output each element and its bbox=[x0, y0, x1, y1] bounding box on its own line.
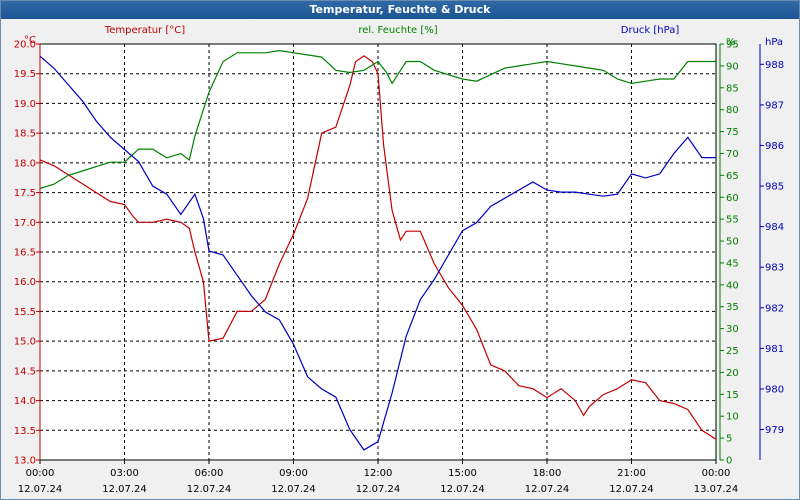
pressure-tick-label: 988 bbox=[765, 60, 784, 71]
temperature-tick-label: 15.5 bbox=[14, 307, 36, 318]
pressure-axis: 979 980 981 982 983 984 985 986 987 988 hPa bbox=[759, 37, 784, 460]
humidity-tick-label: 5 bbox=[726, 434, 732, 445]
time-tick-label: 21:00 bbox=[617, 468, 646, 479]
date-tick-label: 12.07.24 bbox=[609, 484, 654, 495]
series-label-hum: rel. Feuchte [%] bbox=[358, 25, 437, 36]
humidity-tick-label: 20 bbox=[726, 368, 739, 379]
series-line-temp bbox=[39, 55, 717, 440]
humidity-tick-label: 10 bbox=[726, 412, 739, 423]
temperature-tick-label: 17.0 bbox=[14, 218, 36, 229]
series-lines bbox=[39, 49, 717, 451]
temperature-tick-label: 19.0 bbox=[14, 99, 36, 110]
time-tick-label: 15:00 bbox=[448, 468, 477, 479]
humidity-tick-label: 60 bbox=[726, 193, 739, 204]
humidity-tick-label: 90 bbox=[726, 61, 739, 72]
temperature-axis: 13.0 13.5 14.0 14.5 15.0 15.5 16.0 16.5 17.0 17.5… bbox=[14, 35, 41, 467]
temperature-tick-label: 14.5 bbox=[14, 366, 36, 377]
humidity-tick-label: 85 bbox=[726, 83, 739, 94]
temperature-tick-label: 18.0 bbox=[14, 158, 36, 169]
humidity-tick-label: 80 bbox=[726, 105, 739, 116]
pressure-unit: hPa bbox=[765, 37, 783, 48]
humidity-tick-label: 75 bbox=[726, 127, 739, 138]
humidity-tick-label: 50 bbox=[726, 237, 739, 248]
pressure-tick-label: 987 bbox=[765, 100, 784, 111]
pressure-tick-label: 981 bbox=[765, 344, 784, 355]
temperature-unit: °C bbox=[24, 35, 36, 46]
time-tick-label: 09:00 bbox=[279, 468, 308, 479]
window-title: Temperatur, Feuchte & Druck bbox=[1, 1, 799, 19]
date-tick-label: 12.07.24 bbox=[271, 484, 316, 495]
pressure-tick-label: 979 bbox=[765, 425, 784, 436]
humidity-tick-label: 30 bbox=[726, 324, 739, 335]
humidity-axis: 0 5 10 15 20 25 30 35 40 45 50 55 60 65 70 75 80 85 90 95% bbox=[719, 37, 739, 467]
humidity-tick-label: 45 bbox=[726, 258, 739, 269]
pressure-tick-label: 983 bbox=[765, 263, 784, 274]
time-tick-label: 00:00 bbox=[702, 468, 731, 479]
humidity-tick-label: 95 bbox=[726, 40, 739, 51]
time-tick-label: 00:00 bbox=[26, 468, 55, 479]
humidity-tick-label: 55 bbox=[726, 215, 739, 226]
series-label-press: Druck [hPa] bbox=[621, 25, 680, 36]
humidity-tick-label: 15 bbox=[726, 390, 739, 401]
date-tick-label: 12.07.24 bbox=[18, 484, 63, 495]
temperature-tick-label: 16.0 bbox=[14, 277, 36, 288]
temperature-tick-label: 18.5 bbox=[14, 129, 36, 140]
temperature-tick-label: 13.0 bbox=[14, 456, 36, 467]
series-labels: Temperatur [°C] rel. Feuchte [%] Druck [hP… bbox=[104, 25, 680, 36]
temperature-tick-label: 17.5 bbox=[14, 188, 36, 199]
pressure-tick-label: 986 bbox=[765, 141, 784, 152]
date-tick-label: 12.07.24 bbox=[356, 484, 401, 495]
pressure-tick-label: 984 bbox=[765, 222, 784, 233]
date-tick-label: 12.07.24 bbox=[525, 484, 570, 495]
pressure-tick-label: 985 bbox=[765, 182, 784, 193]
humidity-tick-label: 0 bbox=[726, 456, 732, 467]
humidity-unit: % bbox=[726, 37, 736, 48]
temperature-tick-label: 19.5 bbox=[14, 69, 36, 80]
date-tick-label: 12.07.24 bbox=[102, 484, 147, 495]
humidity-tick-label: 70 bbox=[726, 149, 739, 160]
series-label-temp: Temperatur [°C] bbox=[104, 25, 185, 36]
humidity-tick-label: 35 bbox=[726, 302, 739, 313]
temperature-tick-label: 14.0 bbox=[14, 396, 36, 407]
series-line-hum bbox=[39, 49, 716, 190]
date-tick-label: 13.07.24 bbox=[694, 484, 739, 495]
time-tick-label: 18:00 bbox=[533, 468, 562, 479]
pressure-tick-label: 982 bbox=[765, 303, 784, 314]
time-tick-label: 06:00 bbox=[195, 468, 224, 479]
date-tick-label: 12.07.24 bbox=[440, 484, 485, 495]
humidity-tick-label: 25 bbox=[726, 346, 739, 357]
date-tick-label: 12.07.24 bbox=[187, 484, 232, 495]
temperature-tick-label: 20.0 bbox=[14, 40, 36, 51]
temperature-tick-label: 13.5 bbox=[14, 426, 36, 437]
time-tick-label: 03:00 bbox=[110, 468, 139, 479]
pressure-tick-label: 980 bbox=[765, 384, 784, 395]
time-axis: 00:00 12.07.24 03:00 12.07.24 06:00 12.07.24 0… bbox=[18, 460, 739, 495]
humidity-tick-label: 65 bbox=[726, 171, 739, 182]
temperature-tick-label: 16.5 bbox=[14, 248, 36, 259]
temperature-tick-label: 15.0 bbox=[14, 337, 36, 348]
time-tick-label: 12:00 bbox=[364, 468, 393, 479]
series-line-press bbox=[39, 55, 716, 451]
humidity-tick-label: 40 bbox=[726, 280, 739, 291]
